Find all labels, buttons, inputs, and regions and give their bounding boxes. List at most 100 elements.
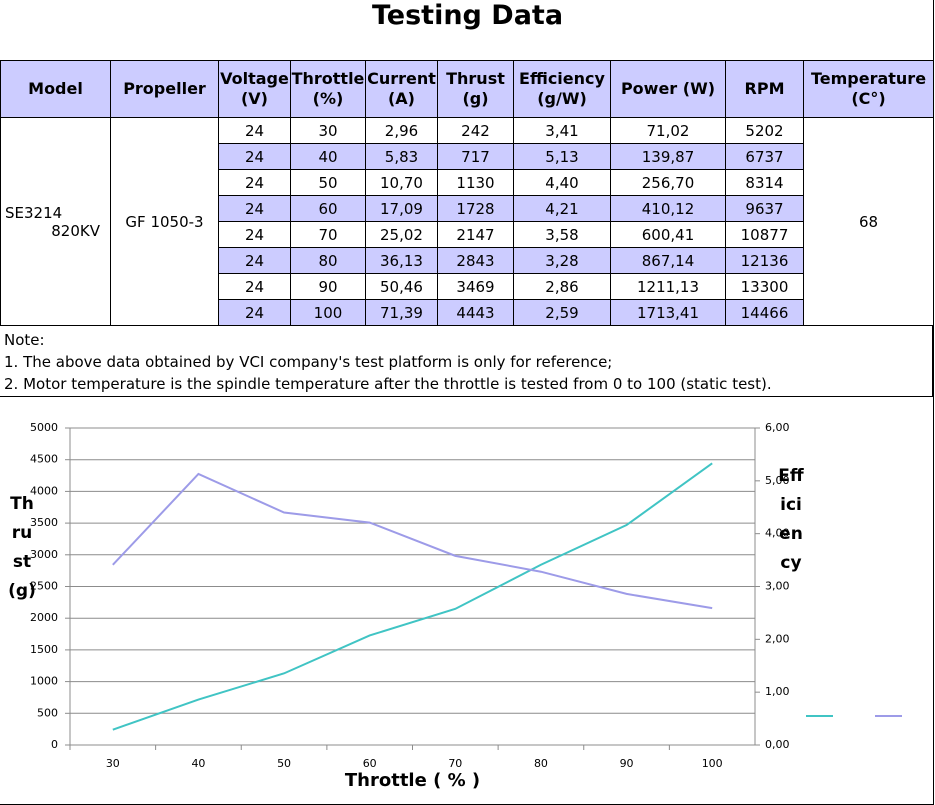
x-tick-label: 40: [191, 757, 205, 770]
cell: 4443: [437, 299, 514, 326]
data-row: 24 50 10,70 1130 4,40 256,70 8314: [1, 169, 934, 196]
cell: 36,13: [365, 247, 438, 274]
cell: 30: [290, 117, 366, 144]
cell: 717: [437, 143, 514, 170]
header-cell: Current (A): [365, 60, 438, 118]
cell: 50: [290, 169, 366, 196]
data-table: Model Propeller Voltage (V) Throttle (%) Cur…: [0, 60, 934, 326]
y-tick-label: 500: [37, 706, 58, 719]
cell: 3,28: [513, 247, 611, 274]
x-axis-label: Throttle ( % ): [345, 770, 480, 791]
x-tick-label: 100: [702, 757, 723, 770]
header-cell: Temperature (C°): [803, 60, 934, 118]
cell: 12136: [725, 247, 804, 274]
header-cell: RPM: [725, 60, 804, 118]
cell: 13300: [725, 273, 804, 300]
temperature-cell: 68: [803, 117, 934, 326]
cell: 5,83: [365, 143, 438, 170]
cell: 410,12: [610, 195, 726, 222]
model-kv: 820KV: [51, 221, 100, 240]
cell: 3,58: [513, 221, 611, 248]
note-line: 1. The above data obtained by VCI compan…: [4, 353, 613, 371]
data-row: 24 80 36,13 2843 3,28 867,14 12136: [1, 247, 934, 274]
cell: 1211,13: [610, 273, 726, 300]
cell: 17,09: [365, 195, 438, 222]
note-line: 2. Motor temperature is the spindle temp…: [4, 375, 772, 393]
cell: 10,70: [365, 169, 438, 196]
cell: 867,14: [610, 247, 726, 274]
y2-tick-label: 6,00: [765, 421, 790, 434]
cell: 256,70: [610, 169, 726, 196]
data-row: SE3214 820KV GF 1050-3 24 30 2,96 242 3,41 71,02…: [0, 117, 934, 326]
cell: 24: [218, 195, 291, 222]
cell: 80: [290, 247, 366, 274]
y2-tick-label: 1,00: [765, 685, 790, 698]
cell: 24: [218, 273, 291, 300]
y-tick-label: 2500: [30, 580, 58, 593]
cell: 4,21: [513, 195, 611, 222]
data-row: 24 70 25,02 2147 3,58 600,41 10877: [1, 221, 934, 248]
cell: 71,02: [610, 117, 726, 144]
cell: 8314: [725, 169, 804, 196]
x-tick-label: 30: [106, 757, 120, 770]
model-name: SE3214: [5, 203, 63, 222]
header-cell: Power (W): [610, 60, 726, 118]
cell: 3,41: [513, 117, 611, 144]
header-cell: Thrust (g): [437, 60, 514, 118]
cell: 5,13: [513, 143, 611, 170]
series-line: [112, 472, 713, 610]
cell: 24: [218, 247, 291, 274]
header-cell: Propeller: [110, 60, 219, 118]
y-tick-label: 5000: [30, 421, 58, 434]
cell: 4,40: [513, 169, 611, 196]
series-line: [112, 462, 713, 731]
title: Testing Data: [371, 0, 564, 31]
cell: 9637: [725, 195, 804, 222]
cell: 25,02: [365, 221, 438, 248]
cell: 1130: [437, 169, 514, 196]
y2-tick-label: 5,00: [765, 474, 790, 487]
x-tick-label: 60: [363, 757, 377, 770]
chart: 0 500 1000 1500 2000 2500 3000 3500 4000 4500 5000…: [30, 421, 902, 791]
cell: 6737: [725, 143, 804, 170]
y-tick-label: 2000: [30, 611, 58, 624]
header-cell: Model: [0, 60, 111, 118]
cell: 24: [218, 169, 291, 196]
model-cell: SE3214 820KV: [0, 117, 111, 326]
propeller-cell: GF 1050-3: [110, 117, 219, 326]
cell: 2843: [437, 247, 514, 274]
cell: 40: [290, 143, 366, 170]
data-row: 24 100 71,39 4443 2,59 1713,41 14466: [1, 299, 934, 326]
cell: 1713,41: [610, 299, 726, 326]
cell: 2147: [437, 221, 514, 248]
cell: 70: [290, 221, 366, 248]
y-tick-label: 1500: [30, 643, 58, 656]
cell: 60: [290, 195, 366, 222]
cell: 2,96: [365, 117, 438, 144]
cell: 24: [218, 299, 291, 326]
y2-tick-label: 0,00: [765, 738, 790, 751]
cell: 10877: [725, 221, 804, 248]
cell: 71,39: [365, 299, 438, 326]
cell: 14466: [725, 299, 804, 326]
header-cell: Throttle (%): [290, 60, 366, 118]
y2-tick-label: 4,00: [765, 527, 790, 540]
x-tick-label: 90: [620, 757, 634, 770]
y2-tick-label: 3,00: [765, 580, 790, 593]
y-tick-label: 4500: [30, 453, 58, 466]
cell: 2,59: [513, 299, 611, 326]
data-row: 24 60 17,09 1728 4,21 410,12 9637: [1, 195, 934, 222]
data-row: 24 40 5,83 717 5,13 139,87 6737: [1, 143, 934, 170]
header-cell: Efficiency (g/W): [513, 60, 611, 118]
cell: 242: [437, 117, 514, 144]
notes: Note: 1. The above data obtained by VCI c…: [0, 325, 933, 397]
cell: 5202: [725, 117, 804, 144]
cell: 100: [290, 299, 366, 326]
x-tick-label: 50: [277, 757, 291, 770]
cell: 1728: [437, 195, 514, 222]
cell: 24: [218, 143, 291, 170]
y-axis-label: Thrust (g): [8, 494, 36, 601]
x-tick-label: 70: [448, 757, 462, 770]
header-cell: Voltage (V): [218, 60, 291, 118]
